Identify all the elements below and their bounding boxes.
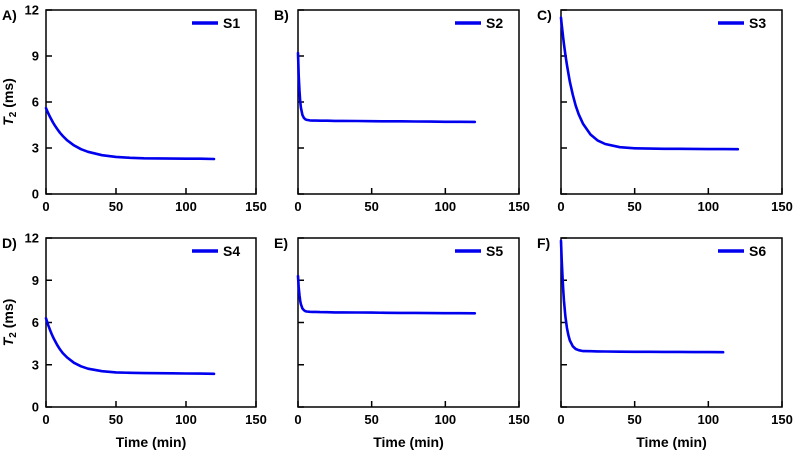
legend-label: S5	[486, 243, 503, 259]
panel-letter: C)	[537, 7, 552, 23]
y-tick-label: 3	[32, 141, 39, 156]
plot-panel-a: 0 50 100 150 0 3 6 9 12 T2 (ms) A) S1	[0, 3, 267, 215]
panel-letter: F)	[537, 235, 550, 251]
series-line	[559, 239, 725, 354]
x-tick-label: 100	[434, 199, 456, 214]
x-tick-label: 100	[697, 412, 719, 427]
x-tick-label: 100	[697, 199, 719, 214]
y-tick-label: 0	[32, 187, 39, 202]
series-line	[296, 274, 477, 315]
legend-label: S1	[223, 15, 240, 31]
x-axis-title: Time (min)	[373, 434, 444, 450]
x-axis-title: Time (min)	[116, 434, 187, 450]
x-tick-label: 0	[42, 199, 49, 214]
x-tick-label: 150	[771, 412, 793, 427]
axes-frame	[297, 237, 520, 408]
y-tick-label: 9	[32, 49, 39, 64]
x-tick-label: 50	[364, 412, 378, 427]
axes-frame	[45, 9, 257, 195]
series-line	[559, 16, 740, 151]
x-tick-label: 50	[627, 199, 641, 214]
legend-label: S4	[223, 243, 240, 259]
x-tick-label: 0	[557, 412, 564, 427]
x-axis-title: Time (min)	[636, 434, 707, 450]
series-line	[44, 317, 216, 376]
axes-frame	[560, 237, 783, 408]
series-line	[296, 51, 477, 124]
x-tick-label: 150	[771, 199, 793, 214]
legend-label: S3	[749, 15, 766, 31]
axes-frame	[297, 9, 520, 195]
x-tick-label: 100	[175, 412, 197, 427]
y-tick-label: 12	[25, 3, 39, 18]
plot-panel-f: 0 50 100 150 Time (min) F) S6	[537, 235, 793, 450]
y-tick-label: 12	[25, 231, 39, 246]
y-axis-title: T2 (ms)	[0, 299, 19, 347]
x-tick-label: 0	[42, 412, 49, 427]
series-line	[44, 106, 216, 161]
axes-frame	[560, 9, 783, 195]
y-tick-label: 6	[32, 315, 39, 330]
x-tick-label: 0	[557, 199, 564, 214]
x-tick-label: 150	[245, 412, 267, 427]
plot-panel-d: 0 50 100 150 0 3 6 9 12 Time (min) T2 (ms) D) S4	[0, 231, 267, 451]
x-tick-label: 150	[508, 412, 530, 427]
x-tick-label: 100	[175, 199, 197, 214]
y-tick-label: 6	[32, 95, 39, 110]
x-tick-label: 50	[109, 199, 123, 214]
x-tick-label: 150	[508, 199, 530, 214]
plot-panel-e: 0 50 100 150 Time (min) E) S5	[274, 235, 530, 450]
x-tick-label: 50	[364, 199, 378, 214]
plot-panel-b: 0 50 100 150 B) S2	[274, 7, 530, 214]
x-tick-label: 50	[109, 412, 123, 427]
x-tick-label: 0	[294, 412, 301, 427]
legend-label: S2	[486, 15, 503, 31]
plot-panel-c: 0 50 100 150 C) S3	[537, 7, 793, 214]
x-tick-label: 150	[245, 199, 267, 214]
panel-letter: A)	[2, 7, 17, 23]
x-tick-label: 0	[294, 199, 301, 214]
x-tick-label: 50	[627, 412, 641, 427]
y-axis-title: T2 (ms)	[0, 78, 19, 126]
legend-label: S6	[749, 243, 766, 259]
panel-letter: E)	[274, 235, 288, 251]
y-tick-label: 9	[32, 273, 39, 288]
axes-frame	[45, 237, 257, 408]
panel-letter: B)	[274, 7, 289, 23]
panel-letter: D)	[2, 235, 17, 251]
y-tick-label: 0	[32, 400, 39, 415]
x-tick-label: 100	[434, 412, 456, 427]
y-tick-label: 3	[32, 357, 39, 372]
